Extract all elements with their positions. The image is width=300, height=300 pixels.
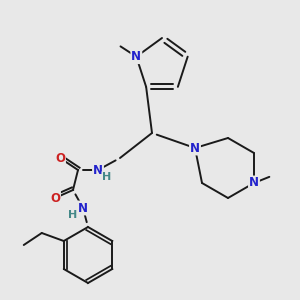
Text: N: N xyxy=(131,50,141,63)
Text: N: N xyxy=(249,176,259,190)
Text: N: N xyxy=(190,142,200,154)
Text: N: N xyxy=(78,202,88,214)
Text: O: O xyxy=(50,191,60,205)
Text: O: O xyxy=(55,152,65,164)
Text: H: H xyxy=(68,210,78,220)
Text: H: H xyxy=(102,172,112,182)
Text: N: N xyxy=(93,164,103,176)
